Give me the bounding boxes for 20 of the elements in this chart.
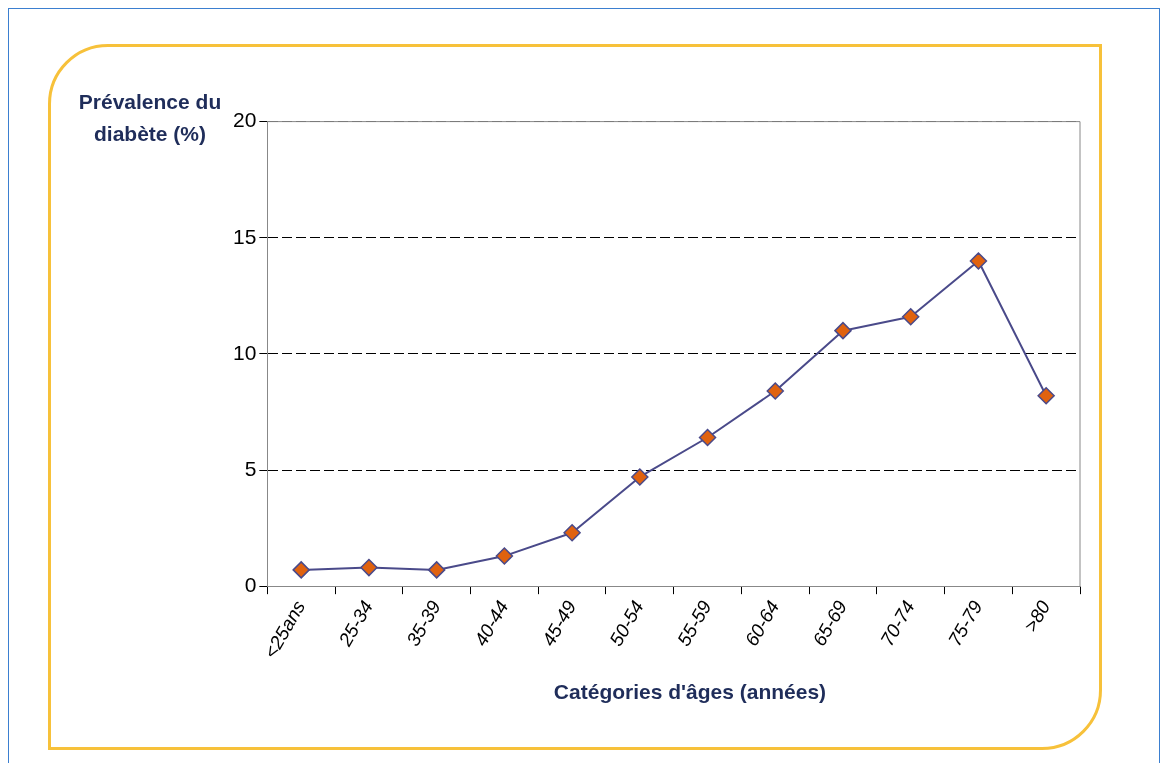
point (427, 561, 446, 579)
y-tick-label: 5 (244, 456, 257, 480)
y-tick-label: 0 (244, 572, 257, 596)
point (495, 547, 514, 565)
point (1037, 386, 1055, 405)
point (901, 307, 920, 326)
point (969, 252, 988, 270)
y-axis-title: Prévalence du diabète (%) (78, 90, 222, 145)
point (360, 558, 378, 577)
point (631, 468, 649, 486)
point (292, 561, 310, 579)
y-tick-label: 10 (233, 340, 257, 364)
x-tick-label: >80 (1019, 596, 1055, 636)
x-axis-title: Catégories d'âges (années) (552, 680, 828, 704)
y-tick-label: 15 (233, 224, 257, 248)
y-tick-label: 20 (233, 108, 257, 132)
point (563, 523, 581, 542)
point (766, 382, 785, 400)
point (834, 321, 852, 340)
point (698, 428, 717, 447)
